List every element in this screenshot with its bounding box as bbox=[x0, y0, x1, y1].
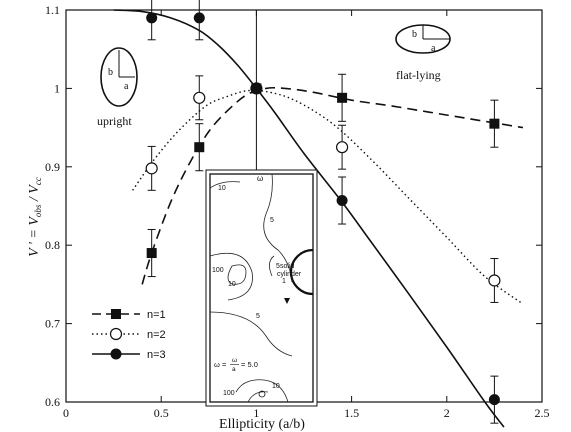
x-axis-label: Ellipticity (a/b) bbox=[219, 417, 305, 432]
point-open-circle bbox=[335, 141, 349, 154]
inset-contour-label-3: 100 bbox=[212, 267, 224, 274]
y-tick-label: 0.8 bbox=[45, 238, 60, 252]
upright-b-label: b bbox=[108, 67, 113, 78]
point-filled-circle bbox=[250, 82, 262, 94]
flat-lying-ellipse-annotation: b a flat-lying bbox=[395, 24, 451, 82]
legend-label-n2: n=2 bbox=[147, 329, 166, 341]
y-axis-label-sub1: obs bbox=[33, 204, 43, 217]
inset-contour-label-2: 5 bbox=[270, 217, 274, 224]
inset-contour-2 bbox=[263, 173, 293, 283]
inset-contour-6 bbox=[209, 311, 293, 357]
upright-ellipse bbox=[100, 47, 138, 107]
flat-lying-a-label: a bbox=[431, 43, 436, 54]
legend-marker-n1 bbox=[111, 309, 121, 319]
point-open-circle bbox=[488, 274, 501, 287]
inset-omega-formula: ω = bbox=[214, 360, 227, 369]
x-tick-label: 2 bbox=[444, 406, 450, 420]
inset-contour-3 bbox=[227, 264, 247, 285]
inset-frame-inner bbox=[209, 173, 314, 403]
point-square bbox=[489, 118, 500, 129]
ticks: 0 0.5 1 1.5 2 2.5 0.6 0.7 0.8 0.9 1 1.1 bbox=[45, 3, 550, 420]
y-tick-label: 0.6 bbox=[45, 395, 60, 409]
inset-contour-4 bbox=[209, 252, 253, 301]
x-tick-label: 0.5 bbox=[154, 406, 169, 420]
inset-omega-top: ω bbox=[257, 174, 263, 183]
legend: n=1 n=2 n=3 bbox=[92, 309, 166, 361]
point-filled-circle bbox=[146, 12, 158, 24]
inset-contour-plot: ω 10 5 100 10 5 1 5 100 10 solid cylinde… bbox=[205, 169, 318, 407]
x-tick-label: 1.5 bbox=[344, 406, 359, 420]
inset-omega-fraction-den: a bbox=[232, 366, 236, 373]
upright-ellipse-annotation: b a upright bbox=[97, 47, 138, 128]
curves bbox=[113, 9, 524, 428]
data-points bbox=[145, 0, 501, 424]
inset-contour-8 bbox=[247, 391, 269, 403]
inset-contour-label-4: 10 bbox=[228, 281, 236, 288]
point-open-circle bbox=[193, 91, 206, 104]
legend-marker-n2 bbox=[109, 327, 123, 341]
y-tick-label: 0.7 bbox=[45, 317, 60, 331]
upright-a-label: a bbox=[124, 81, 129, 92]
series-line-3 bbox=[113, 9, 505, 428]
inset-cylinder-label: cylinder bbox=[277, 271, 302, 278]
point-square bbox=[337, 92, 348, 103]
inset-frame-outer bbox=[205, 169, 318, 407]
inset-contour-5 bbox=[269, 255, 275, 277]
y-axis-label: V ' = Vobs / Vcc bbox=[27, 177, 43, 257]
point-square bbox=[146, 248, 157, 259]
inset-small-circle bbox=[258, 390, 266, 398]
y-tick-label: 1 bbox=[54, 81, 60, 95]
x-tick-label: 1 bbox=[253, 406, 259, 420]
flat-lying-b-label: b bbox=[412, 29, 417, 40]
y-axis-label-sub2: cc bbox=[33, 177, 43, 185]
point-square bbox=[194, 142, 205, 153]
point-open-circle bbox=[145, 162, 158, 175]
point-filled-circle bbox=[193, 12, 205, 24]
inset-contour-1 bbox=[209, 181, 241, 189]
y-tick-label: 1.1 bbox=[45, 3, 60, 17]
inset-contour-label-8: 100 bbox=[223, 390, 235, 397]
inset-contour-label-9: 10 bbox=[272, 383, 280, 390]
point-filled-circle bbox=[336, 195, 348, 207]
inset-solid-cylinder-arc bbox=[289, 248, 314, 296]
inset-contour-label-5: 5 bbox=[276, 263, 280, 270]
series-line-2 bbox=[132, 89, 524, 305]
series-line-1 bbox=[141, 86, 524, 285]
x-tick-label: 2.5 bbox=[535, 406, 550, 420]
flat-lying-label: flat-lying bbox=[396, 68, 441, 82]
inset-contour-7 bbox=[235, 379, 289, 403]
inset-contour-label-7: 5 bbox=[256, 313, 260, 320]
upright-label: upright bbox=[97, 114, 132, 128]
legend-marker-n3 bbox=[110, 348, 122, 360]
inset-solid-label: solid bbox=[280, 263, 295, 270]
inset-omega-fraction-num: ω bbox=[232, 357, 237, 364]
legend-label-n3: n=3 bbox=[147, 349, 166, 361]
y-tick-label: 0.9 bbox=[45, 160, 60, 174]
point-filled-circle bbox=[488, 394, 500, 406]
y-axis-label-main: V ' = V bbox=[27, 216, 42, 257]
y-axis-label-mid: / V bbox=[27, 184, 42, 205]
inset-contour-label-1: 10 bbox=[218, 185, 226, 192]
inset-omega-value: = 5.0 bbox=[241, 360, 258, 369]
inset-contour-label-6: 1 bbox=[282, 278, 286, 285]
legend-label-n1: n=1 bbox=[147, 309, 166, 321]
inset-marker-triangle bbox=[284, 298, 290, 304]
x-tick-label: 0 bbox=[63, 406, 69, 420]
